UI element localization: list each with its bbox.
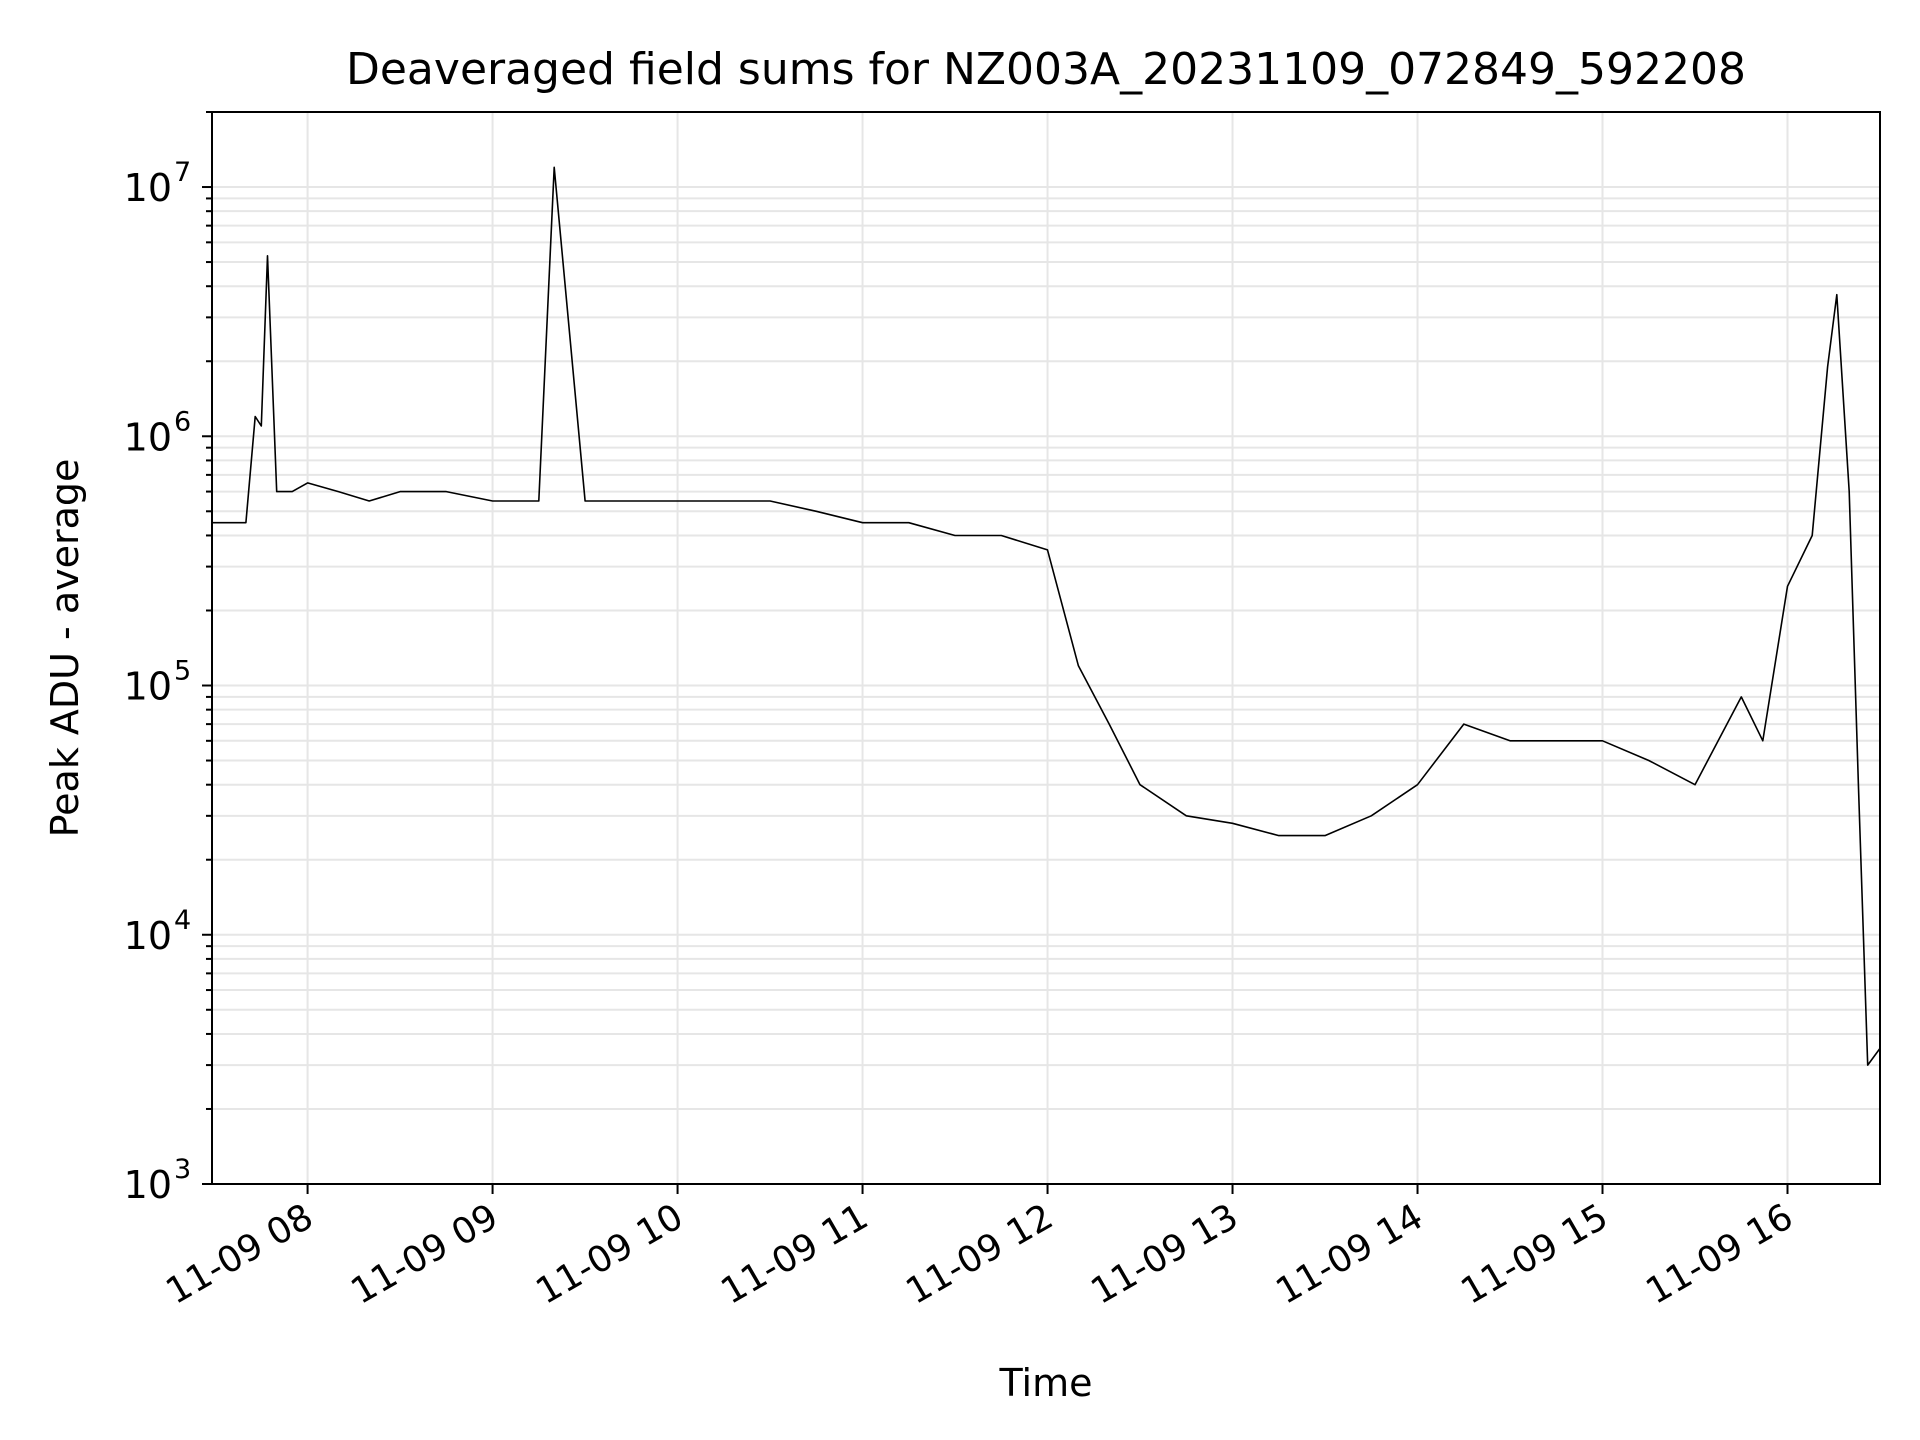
y-tick-label-exponent: 7 bbox=[174, 157, 191, 188]
y-tick-label-base: 10 bbox=[124, 415, 172, 459]
y-tick-label-base: 10 bbox=[124, 914, 172, 958]
y-tick-label: 10 6 bbox=[124, 406, 192, 459]
y-tick-label-base: 10 bbox=[124, 166, 172, 210]
y-tick-label: 10 3 bbox=[124, 1154, 192, 1207]
y-axis-label: Peak ADU - average bbox=[43, 459, 87, 838]
y-tick-label-exponent: 5 bbox=[174, 656, 191, 687]
series-polyline bbox=[212, 166, 1881, 1066]
y-tick-label-exponent: 4 bbox=[174, 905, 191, 936]
y-tick-label-exponent: 3 bbox=[174, 1154, 191, 1185]
plot-frame bbox=[211, 111, 1881, 1185]
y-tick-label-base: 10 bbox=[124, 665, 172, 709]
y-tick-label: 10 5 bbox=[124, 656, 192, 709]
chart-title: Deaveraged field sums for NZ003A_2023110… bbox=[346, 44, 1746, 95]
series-line bbox=[212, 166, 1881, 1066]
y-tick-label: 10 4 bbox=[124, 905, 192, 958]
x-axis-label: Time bbox=[999, 1361, 1093, 1405]
y-tick-label-base: 10 bbox=[124, 1163, 172, 1207]
y-tick-label: 10 7 bbox=[124, 157, 192, 210]
grid bbox=[212, 111, 1880, 1185]
y-tick-label-exponent: 6 bbox=[174, 406, 191, 437]
